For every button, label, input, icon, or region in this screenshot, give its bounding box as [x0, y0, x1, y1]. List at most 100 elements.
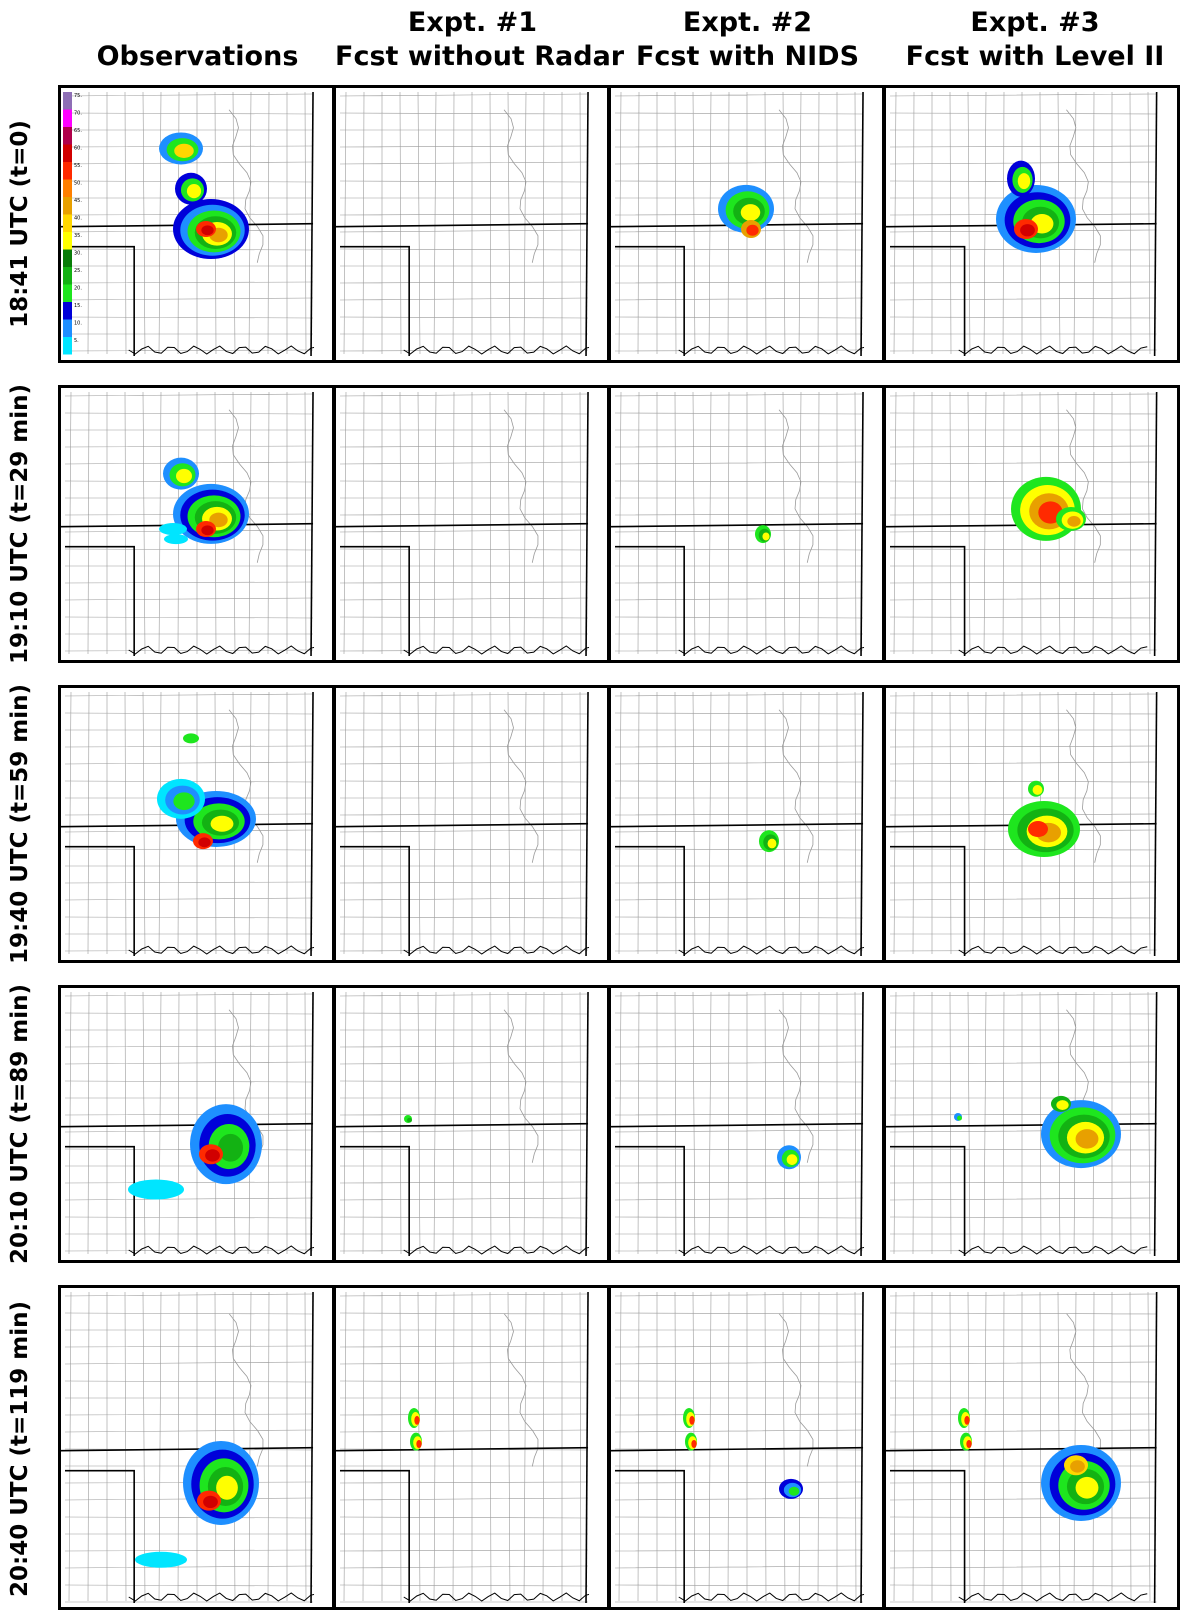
legend-swatch: [63, 179, 72, 197]
map-canvas: [336, 688, 607, 960]
map-panel-r4-c2: [333, 985, 610, 1263]
county-map: [336, 1288, 607, 1607]
reflectivity-echo: [741, 220, 761, 239]
reflectivity-echo: [410, 1432, 422, 1451]
legend-swatch: [63, 337, 72, 355]
legend-tick-label: 40.: [74, 216, 82, 222]
reflectivity-echo: [1014, 219, 1038, 240]
map-panel-r1-c1: 75. 70. 65. 60. 55. 50. 45. 40. 35. 30. 25. 20. 15. 1…: [58, 85, 335, 363]
legend-swatch: [63, 197, 72, 215]
reflectivity-echo: [193, 833, 213, 850]
county-map: [886, 388, 1177, 660]
map-panel-r1-c3: [608, 85, 885, 363]
map-panel-r2-c1: [58, 385, 335, 663]
county-map: [886, 1288, 1177, 1607]
reflectivity-echo: [718, 184, 774, 233]
reflectivity-echo: [135, 1551, 187, 1568]
county-map: [336, 88, 607, 360]
legend-swatch: [63, 232, 72, 250]
map-panel-r3-c4: [883, 685, 1180, 963]
legend-tick-label: 35.: [74, 233, 82, 239]
county-map: [611, 388, 882, 660]
column-header-line1: [60, 6, 335, 40]
reflectivity-echo: [128, 1179, 184, 1200]
reflectivity-echo: [183, 733, 199, 744]
column-header-line2: Observations: [96, 41, 299, 72]
map-panel-r2-c4: [883, 385, 1180, 663]
row-label-1940: 19:40 UTC (t=59 min): [0, 684, 40, 964]
column-header-line1: Expt. #1: [407, 7, 538, 38]
legend-tick-label: 10.: [74, 321, 82, 327]
legend-tick-label: 55.: [74, 163, 82, 169]
legend-tick-label: 70.: [74, 111, 82, 117]
map-panel-r1-c4: [883, 85, 1180, 363]
reflectivity-legend: 75. 70. 65. 60. 55. 50. 45. 40. 35. 30. 25. 20. 15. 1…: [61, 88, 97, 358]
county-map: [886, 688, 1177, 960]
legend-colorbar: 75. 70. 65. 60. 55. 50. 45. 40. 35. 30. 25. 20. 15. 1…: [63, 92, 82, 355]
legend-tick-label: 45.: [74, 198, 82, 204]
map-canvas: [61, 988, 332, 1260]
reflectivity-echo: [190, 1104, 262, 1185]
county-map: [886, 88, 1177, 360]
map-canvas: [61, 688, 332, 960]
map-canvas: [611, 388, 882, 660]
reflectivity-echo: [1028, 821, 1048, 838]
map-panel-r1-c2: [333, 85, 610, 363]
map-panel-r3-c2: [333, 685, 610, 963]
map-panel-r4-c1: [58, 985, 335, 1263]
reflectivity-echo: [1064, 1455, 1088, 1476]
reflectivity-echo: [1056, 506, 1086, 531]
row-label-text: 18:41 UTC (t=0): [7, 120, 34, 328]
reflectivity-echo: [164, 534, 188, 545]
column-header-line2: Fcst with NIDS: [635, 41, 860, 72]
county-map: [61, 1288, 332, 1607]
legend-tick-label: 30.: [74, 251, 82, 257]
legend-swatch: [63, 302, 72, 320]
county-map: [61, 988, 332, 1260]
map-panel-r4-c4: [883, 985, 1180, 1263]
map-canvas: [886, 988, 1177, 1260]
map-canvas: [611, 88, 882, 360]
map-canvas: [611, 1288, 882, 1607]
reflectivity-echo: [408, 1407, 420, 1428]
legend-swatch: [63, 127, 72, 145]
legend-tick-label: 25.: [74, 268, 82, 274]
reflectivity-echo: [159, 523, 187, 536]
map-canvas: [886, 688, 1177, 960]
reflectivity-echo: [159, 132, 203, 165]
reflectivity-echo: [1007, 160, 1035, 197]
reflectivity-echo: [759, 830, 779, 853]
legend-swatch: [63, 249, 72, 267]
column-header-line1: Expt. #2: [682, 7, 813, 38]
reflectivity-echo: [685, 1432, 697, 1451]
map-canvas: [336, 1288, 607, 1607]
row-label-text: 19:10 UTC (t=29 min): [7, 384, 33, 664]
column-header-line2: Fcst with Level II: [905, 41, 1165, 72]
map-panel-r5-c3: [608, 1285, 885, 1610]
county-map: [336, 388, 607, 660]
row-label-2040: 20:40 UTC (t=119 min): [0, 1285, 40, 1613]
map-panel-r4-c3: [608, 985, 885, 1263]
reflectivity-echo: [996, 184, 1076, 253]
legend-swatch: [63, 214, 72, 232]
reflectivity-echo: [196, 521, 216, 538]
reflectivity-echo: [960, 1432, 972, 1451]
reflectivity-echo: [196, 221, 216, 238]
map-panel-r5-c2: [333, 1285, 610, 1610]
county-map: [336, 988, 607, 1260]
row-label-2010: 20:10 UTC (t=89 min): [0, 984, 40, 1264]
reflectivity-echo: [175, 172, 207, 205]
reflectivity-echo: [183, 1440, 259, 1525]
reflectivity-echo: [779, 1478, 803, 1499]
map-panel-r2-c2: [333, 385, 610, 663]
map-canvas: [61, 1288, 332, 1607]
column-header-line1: Expt. #3: [970, 7, 1100, 38]
map-canvas: [336, 88, 607, 360]
county-map: [336, 688, 607, 960]
map-panel-r3-c1: [58, 685, 335, 963]
reflectivity-echo: [157, 778, 205, 819]
legend-tick-label: 65.: [74, 128, 82, 134]
map-canvas: [336, 388, 607, 660]
county-map: [611, 988, 882, 1260]
map-canvas: [886, 388, 1177, 660]
